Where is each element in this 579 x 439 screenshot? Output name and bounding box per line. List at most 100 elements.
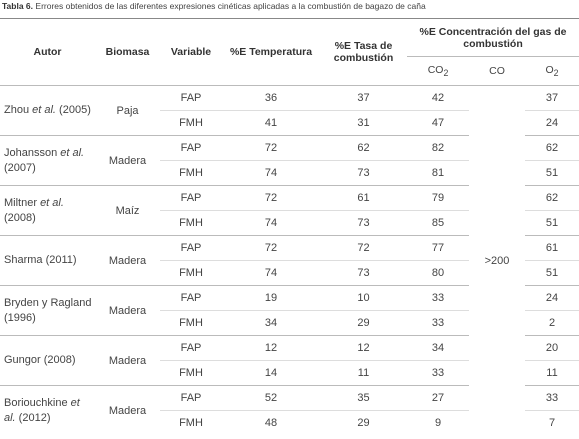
- author-text: (2007): [4, 161, 36, 174]
- row: FMH 74 73 81 51: [0, 160, 579, 186]
- author-cell: Johansson et al. (2007): [0, 135, 95, 186]
- variable-cell: FMH: [160, 410, 222, 435]
- temp-cell: 36: [222, 85, 320, 111]
- header: %E Temperatura: [222, 18, 320, 86]
- variable-cell: FMH: [160, 160, 222, 186]
- o2-cell: 62: [525, 135, 579, 161]
- row: Boriouchkine et al. (2012) Madera FAP 52 35 2…: [0, 385, 579, 435]
- row: Miltner et al. (2008) Maíz FAP 72 61 79 62: [0, 185, 579, 236]
- variable-cell: FMH: [160, 210, 222, 236]
- header-sub: 2: [553, 68, 559, 79]
- header: %E Tasa de combustión: [320, 18, 407, 86]
- co2-cell: 33: [407, 360, 469, 386]
- author-text: Boriouchkine: [4, 396, 71, 409]
- co2-cell: 34: [407, 335, 469, 361]
- row: Bryden y Ragland (1996) Madera FAP 19 10 33 24: [0, 285, 579, 336]
- variable-cell: FAP: [160, 235, 222, 261]
- author-cell: Bryden y Ragland (1996): [0, 285, 95, 336]
- temp-cell: 41: [222, 110, 320, 136]
- co2-cell: 42: [407, 85, 469, 111]
- variable-cell: FAP: [160, 85, 222, 111]
- co2-cell: 9: [407, 410, 469, 435]
- author-cell: Boriouchkine et al. (2012): [0, 385, 95, 435]
- co2-cell: 82: [407, 135, 469, 161]
- variable-cell: FMH: [160, 260, 222, 286]
- variable-cell: FMH: [160, 110, 222, 136]
- author-cell: Zhou et al. (2005): [0, 85, 95, 136]
- biomass-cell: Madera: [95, 385, 160, 435]
- co2-cell: 80: [407, 260, 469, 286]
- rate-cell: 29: [320, 410, 407, 435]
- header: Autor: [0, 18, 95, 86]
- temp-cell: 74: [222, 160, 320, 186]
- temp-cell: 74: [222, 260, 320, 286]
- temp-cell: 48: [222, 410, 320, 435]
- row: FMH 74 73 85 51: [0, 210, 579, 236]
- biomass-cell: Madera: [95, 235, 160, 286]
- row: FMH 41 31 47 24: [0, 110, 579, 136]
- biomass-cell: Madera: [95, 285, 160, 336]
- row: Johansson et al. (2007) Madera FAP 72 62 82 62: [0, 135, 579, 186]
- header: O2: [525, 56, 579, 86]
- rate-cell: 37: [320, 85, 407, 111]
- co2-cell: 85: [407, 210, 469, 236]
- author-text: (2008): [4, 211, 36, 224]
- author-text: (2005): [56, 104, 91, 116]
- o2-cell: 51: [525, 260, 579, 286]
- caption: Tabla 6. Errores obtenidos de las difere…: [0, 0, 579, 18]
- o2-cell: 11: [525, 360, 579, 386]
- rate-cell: 35: [320, 385, 407, 411]
- o2-cell: 24: [525, 285, 579, 311]
- co2-cell: 27: [407, 385, 469, 411]
- author-cell: Gungor (2008): [0, 335, 95, 386]
- temp-cell: 72: [222, 185, 320, 211]
- rate-cell: 73: [320, 210, 407, 236]
- rate-cell: 31: [320, 110, 407, 136]
- o2-cell: 7: [525, 410, 579, 435]
- o2-cell: 24: [525, 110, 579, 136]
- o2-cell: 62: [525, 185, 579, 211]
- temp-cell: 34: [222, 310, 320, 336]
- co2-cell: 33: [407, 285, 469, 311]
- biomass-cell: Maíz: [95, 185, 160, 236]
- temp-cell: 14: [222, 360, 320, 386]
- author-cell: Sharma (2011): [0, 235, 95, 286]
- author-text: Gungor (2008): [4, 354, 76, 366]
- row: Sharma (2011) Madera FAP 72 72 77 61: [0, 235, 579, 286]
- header-text: CO: [427, 63, 444, 76]
- author-text: (2012): [15, 411, 51, 424]
- o2-cell: 51: [525, 160, 579, 186]
- caption-label: Tabla 6.: [2, 1, 34, 11]
- variable-cell: FAP: [160, 185, 222, 211]
- row: FMH 74 73 80 51: [0, 260, 579, 286]
- author-text: et al.: [4, 396, 80, 424]
- row: Zhou et al. (2005) Paja FAP 36 37 42 >200 37: [0, 85, 579, 435]
- o2-cell: 33: [525, 385, 579, 411]
- co2-cell: 33: [407, 310, 469, 336]
- co2-cell: 81: [407, 160, 469, 186]
- o2-cell: 20: [525, 335, 579, 361]
- temp-cell: 12: [222, 335, 320, 361]
- variable-cell: FAP: [160, 385, 222, 411]
- o2-cell: 51: [525, 210, 579, 236]
- caption-text: Errores obtenidos de las diferentes expr…: [35, 1, 426, 11]
- author-text: Bryden y Ragland (1996): [4, 296, 92, 324]
- author-text: et al.: [32, 104, 56, 116]
- row: FMH 48 29 9 7: [0, 410, 579, 435]
- row: Gungor (2008) Madera FAP 12 12 34 20: [0, 335, 579, 386]
- rate-cell: 61: [320, 185, 407, 211]
- co2-cell: 79: [407, 185, 469, 211]
- variable-cell: FAP: [160, 135, 222, 161]
- author-text: et al.: [60, 146, 85, 159]
- o2-cell: 37: [525, 85, 579, 111]
- o2-cell: 2: [525, 310, 579, 336]
- biomass-cell: Paja: [95, 85, 160, 136]
- header: %E Concentración del gas de combustión: [407, 18, 579, 57]
- rate-cell: 73: [320, 160, 407, 186]
- table: Autor Biomasa Variable %E Temperatura %E Tas…: [0, 18, 579, 435]
- rate-cell: 62: [320, 135, 407, 161]
- co-cell: >200: [469, 85, 525, 435]
- variable-cell: FMH: [160, 360, 222, 386]
- co2-cell: 47: [407, 110, 469, 136]
